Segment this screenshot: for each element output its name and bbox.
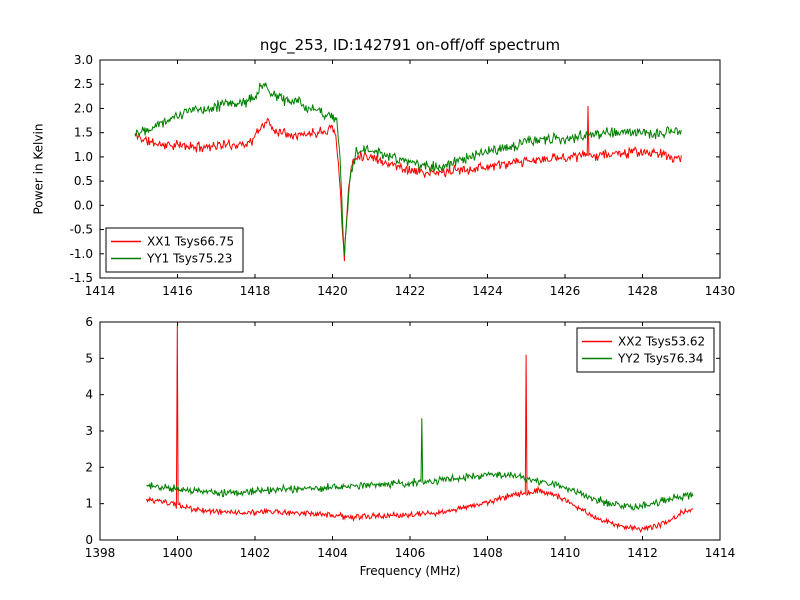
legend-label: XX1 Tsys66.75 — [147, 235, 234, 249]
x-axis-label: Frequency (MHz) — [359, 564, 461, 578]
x-tick-label: 1424 — [472, 284, 503, 298]
series-line-yy1 — [134, 82, 682, 256]
y-tick-label: 2.0 — [74, 101, 93, 115]
legend: XX2 Tsys53.62 YY2 Tsys76.34 — [576, 327, 715, 373]
series-line-xx2 — [146, 325, 694, 534]
y-tick-label: -0.5 — [70, 223, 93, 237]
x-tick-label: 1426 — [550, 284, 581, 298]
y-tick-label: 3 — [85, 424, 93, 438]
y-axis-label-wrap: Power in Kelvin — [26, 60, 50, 278]
x-tick-label: 1414 — [85, 284, 116, 298]
x-tick-label: 1410 — [550, 546, 581, 560]
y-tick-label: 4 — [85, 388, 93, 402]
y-tick-label: 0.5 — [74, 174, 93, 188]
x-tick-label: 1408 — [472, 546, 503, 560]
y-tick-label: 1.5 — [74, 126, 93, 140]
legend-box — [105, 227, 244, 273]
x-tick-label: 1428 — [627, 284, 658, 298]
x-tick-label: 1406 — [395, 546, 426, 560]
x-tick-label: 1398 — [85, 546, 116, 560]
x-tick-label: 1412 — [627, 546, 658, 560]
series-line-yy2 — [146, 418, 694, 511]
x-tick-label: 1414 — [705, 546, 736, 560]
subplot-2: 1398 1400 1402 1404 1406 1408 1410 1412 1414 0 1 2 3… — [85, 315, 736, 560]
chart-title: ngc_253, ID:142791 on-off/off spectrum — [259, 36, 561, 54]
y-tick-label: 0.0 — [74, 198, 93, 212]
x-tick-label: 1420 — [317, 284, 348, 298]
x-tick-label: 1418 — [240, 284, 271, 298]
y-tick-label: -1.5 — [70, 271, 93, 285]
y-tick-label: 2 — [85, 460, 93, 474]
y-axis-label: Power in Kelvin — [31, 123, 46, 215]
y-tick-label: -1.0 — [70, 247, 93, 261]
series-line-xx1 — [134, 105, 682, 262]
subplot-1: 1414 1416 1418 1420 1422 1424 1426 1428 1430 3.0 2… — [70, 53, 736, 298]
y-tick-label: 5 — [85, 351, 93, 365]
y-tick-label: 1.0 — [74, 150, 93, 164]
legend: XX1 Tsys66.75 YY1 Tsys75.23 — [105, 227, 244, 273]
y-tick-label: 0 — [85, 533, 93, 547]
y-tick-label: 2.5 — [74, 77, 93, 91]
legend-box — [576, 327, 715, 373]
y-tick-label: 3.0 — [74, 53, 93, 67]
x-tick-label: 1400 — [162, 546, 193, 560]
legend-label: XX2 Tsys53.62 — [618, 335, 705, 349]
x-tick-label: 1416 — [162, 284, 193, 298]
y-tick-label: 6 — [85, 315, 93, 329]
x-tick-label: 1430 — [705, 284, 736, 298]
x-tick-label: 1404 — [317, 546, 348, 560]
x-tick-label: 1402 — [240, 546, 271, 560]
x-tick-label: 1422 — [395, 284, 426, 298]
legend-label: YY1 Tsys75.23 — [146, 252, 232, 266]
legend-label: YY2 Tsys76.34 — [617, 352, 703, 366]
y-tick-label: 1 — [85, 497, 93, 511]
